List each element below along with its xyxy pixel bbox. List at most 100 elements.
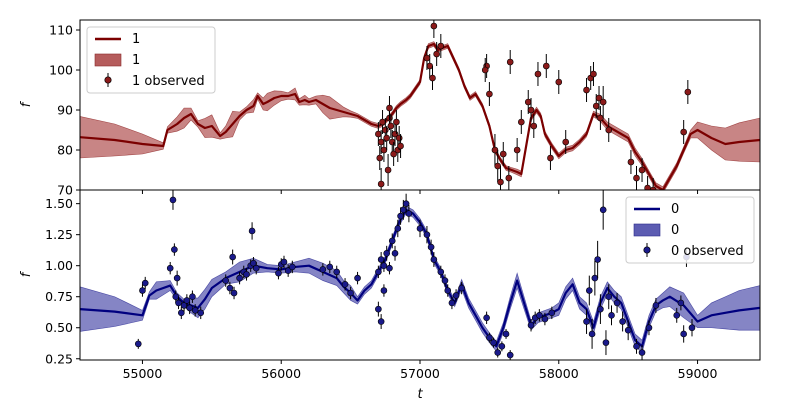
bottom-observed-point — [613, 292, 621, 313]
top-observed-point — [390, 142, 397, 166]
bottom-observed-point — [633, 338, 640, 354]
bottom-observed-point — [527, 319, 535, 332]
bottom-observed-marker — [633, 343, 640, 350]
top-observed-point — [380, 138, 388, 162]
bottom-observed-point — [645, 320, 653, 336]
bottom-ytick-label: 0.75 — [45, 289, 73, 304]
bottom-observed-marker — [645, 324, 653, 332]
top-observed-point — [597, 106, 604, 130]
bottom-observed-marker — [189, 293, 196, 301]
bottom-observed-point — [652, 297, 660, 313]
bottom-observed-point — [594, 240, 601, 279]
bottom-observed-point — [175, 296, 182, 310]
bottom-observed-marker — [588, 330, 596, 338]
bottom-observed-marker — [591, 274, 599, 282]
bottom-observed-point — [502, 328, 510, 339]
bottom-observed-marker — [483, 314, 490, 322]
top-observed-point — [481, 58, 489, 82]
top-band-layer — [80, 41, 760, 190]
bottom-observed-marker — [141, 279, 149, 287]
top-observed-marker — [382, 126, 389, 134]
bottom-observed-point — [490, 337, 497, 348]
top-observed-point — [397, 134, 404, 158]
bottom-observed-marker — [289, 263, 296, 271]
bottom-observed-marker — [388, 237, 396, 245]
top-observed-point — [394, 138, 402, 162]
top-observed-marker — [395, 134, 403, 142]
bottom-observed-point — [275, 266, 282, 280]
bottom-ytick-label: 0.25 — [45, 351, 73, 366]
bottom-observed-marker — [134, 340, 142, 348]
bottom-observed-point — [191, 304, 199, 317]
top-observed-point — [599, 86, 607, 118]
top-observed-point — [583, 78, 590, 102]
top-observed-marker — [518, 118, 525, 126]
bottom-xtick-label: 56000 — [261, 366, 301, 381]
bottom-observed-point — [430, 252, 438, 267]
bottom-observed-marker — [619, 318, 626, 325]
top-observed-point — [547, 146, 554, 170]
bottom-xtick-label: 57000 — [400, 366, 440, 381]
bottom-observed-marker — [197, 309, 205, 317]
bottom-observed-marker — [490, 339, 497, 346]
top-observed-marker — [380, 146, 388, 154]
bottom-observed-marker — [333, 268, 341, 276]
bottom-observed-marker — [527, 321, 535, 329]
top-legend-line-label: 1 — [132, 32, 140, 47]
bottom-observed-point — [452, 289, 460, 302]
bottom-observed-marker — [248, 227, 256, 235]
top-observed-marker — [433, 50, 440, 58]
bottom-observed-point — [380, 284, 388, 297]
bottom-observed-marker — [222, 277, 230, 284]
bottom-observed-point — [619, 311, 626, 332]
bottom-observed-point — [602, 330, 610, 356]
bottom-observed-marker — [166, 264, 174, 272]
bottom-observed-marker — [230, 289, 238, 297]
top-observed-marker — [377, 180, 385, 188]
top-observed-point — [518, 110, 525, 134]
top-points-layer — [375, 20, 692, 190]
bottom-observed-point — [289, 260, 296, 274]
top-observed-marker — [388, 138, 396, 146]
bottom-observed-point — [388, 233, 396, 249]
bottom-observed-point — [169, 190, 177, 210]
bottom-observed-point — [391, 245, 399, 261]
bottom-observed-point — [599, 190, 607, 230]
top-observed-marker — [423, 54, 431, 62]
top-observed-marker — [497, 178, 504, 186]
bottom-observed-marker — [677, 299, 685, 307]
bottom-observed-point — [222, 274, 230, 287]
top-line-layer — [80, 42, 760, 190]
top-observed-point — [534, 62, 542, 86]
bottom-observed-marker — [624, 326, 632, 334]
bottom-observed-point — [597, 294, 604, 325]
bottom-observed-point — [494, 347, 502, 358]
bottom-observed-marker — [226, 284, 234, 292]
bottom-observed-marker — [178, 309, 185, 317]
top-observed-point — [649, 178, 657, 190]
top-observed-marker — [595, 94, 603, 102]
bottom-observed-marker — [541, 315, 549, 323]
bottom-observed-marker — [506, 351, 514, 359]
bottom-observed-marker — [608, 312, 615, 319]
bottom-observed-marker — [597, 305, 604, 313]
top-observed-point — [483, 54, 490, 78]
top-observed-marker — [506, 58, 514, 66]
bottom-observed-point — [483, 311, 490, 325]
bottom-xtick-label: 58000 — [539, 366, 579, 381]
bottom-observed-marker — [502, 330, 510, 338]
top-ytick-label: 80 — [57, 143, 73, 158]
bottom-observed-marker — [444, 287, 452, 294]
bottom-observed-point — [226, 281, 234, 295]
top-observed-point — [437, 34, 445, 58]
top-legend-box — [86, 26, 216, 94]
bottom-xtick-label: 55000 — [123, 366, 163, 381]
top-observed-marker — [384, 166, 392, 174]
top-yticks: 70 80 90 100 110 — [49, 23, 80, 198]
bottom-observed-point — [624, 320, 632, 341]
bottom-observed-point — [536, 309, 543, 322]
bottom-observed-marker — [498, 343, 506, 350]
bottom-observed-point — [688, 319, 696, 337]
bottom-observed-point — [173, 270, 181, 286]
bottom-observed-point — [423, 225, 431, 244]
